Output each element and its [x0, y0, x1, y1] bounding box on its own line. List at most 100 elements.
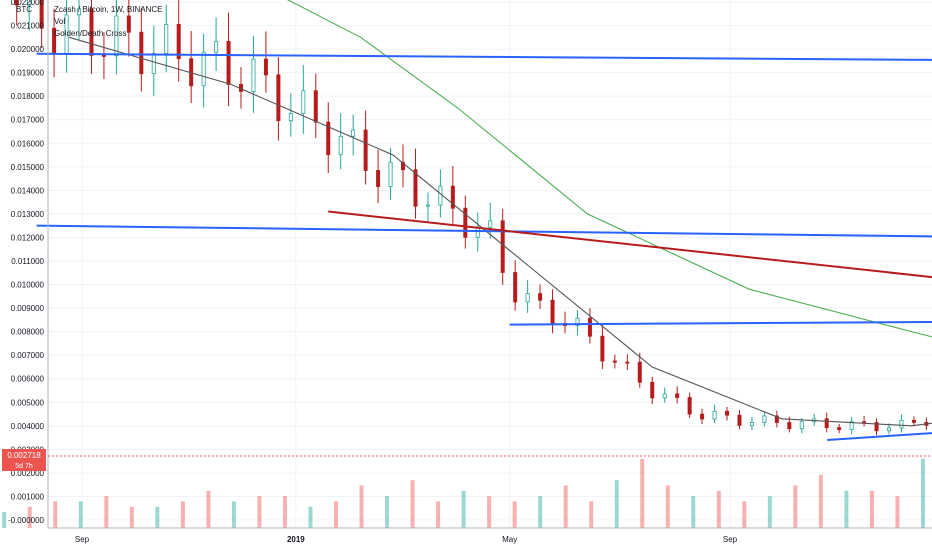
chart-legend: Zcash / Bitcoin, 1W, BINANCE Vol Golden/… [54, 4, 162, 40]
x-tick-label: Sep [75, 535, 90, 544]
x-tick-label: Sep [723, 535, 738, 544]
volume-bar [2, 512, 7, 528]
candle-body [525, 293, 530, 303]
candle-body [351, 129, 356, 137]
volume-bar [53, 501, 58, 528]
y-tick-label: 0.016000 [11, 139, 45, 148]
candle-body [101, 55, 106, 57]
candle-body [301, 90, 306, 114]
candle-body [276, 74, 281, 122]
price-badge-value: 0.002718 [7, 451, 41, 460]
candle-body [799, 421, 804, 430]
candle-body [27, 0, 32, 6]
volume-bars [2, 458, 925, 528]
volume-bar [334, 501, 338, 528]
volume-bar [538, 496, 543, 528]
y-tick-label: 0.001000 [11, 492, 45, 501]
candle-body [450, 185, 455, 209]
y-tick-label: 0.002000 [11, 469, 45, 478]
y-tick-label: 0.011000 [11, 257, 44, 266]
candle-body [662, 393, 667, 399]
candle-body [824, 418, 829, 428]
volume-bar [640, 458, 645, 528]
volume-bar [104, 496, 109, 528]
moving-average-line [286, 0, 932, 338]
candle-body [625, 361, 630, 364]
candle-body [201, 51, 206, 87]
y-tick-label: 0.019000 [11, 69, 45, 78]
volume-bar [461, 490, 466, 528]
candle-body [687, 397, 692, 415]
candles [14, 0, 929, 436]
y-tick-label: -0.000000 [8, 516, 45, 525]
volume-bar [512, 501, 517, 528]
candle-body [376, 170, 381, 187]
candle-body [326, 121, 331, 156]
volume-bar [818, 474, 823, 528]
candle-body [413, 169, 418, 207]
volume-bar [385, 496, 390, 528]
volume-bar [742, 501, 747, 528]
volume-label[interactable]: Vol [54, 17, 66, 26]
y-tick-label: 0.014000 [11, 186, 45, 195]
volume-bar [920, 458, 925, 528]
indicator-label[interactable]: Golden/Death Cross [54, 29, 127, 38]
moving-averages [68, 0, 932, 427]
candle-body [500, 220, 505, 273]
x-tick-label: May [502, 535, 517, 544]
trendline [36, 224, 932, 238]
candle-body [513, 272, 518, 303]
candle-body [139, 31, 144, 75]
candle-body [214, 41, 219, 53]
candle-body [263, 58, 268, 76]
candle-body [463, 207, 468, 238]
candle-body [899, 419, 904, 429]
volume-bar [793, 485, 798, 528]
candle-body [538, 293, 543, 301]
volume-bar [589, 501, 594, 528]
volume-bar [308, 506, 313, 528]
candle-body [911, 419, 916, 423]
candle-body [787, 422, 792, 430]
price-badge-countdown: 5d 7h [15, 463, 33, 470]
candle-body [388, 161, 393, 187]
y-tick-label: 0.008000 [11, 328, 45, 337]
volume-bar [206, 490, 211, 528]
y-tick-label: 0.021000 [11, 22, 45, 31]
candle-body [438, 185, 443, 206]
candle-body [737, 414, 742, 426]
y-tick-label: 0.013000 [11, 210, 45, 219]
candle-body [849, 421, 854, 431]
y-tick-label: 0.005000 [11, 398, 45, 407]
volume-bar [78, 501, 83, 528]
symbol-title[interactable]: Zcash / Bitcoin, 1W, BINANCE [54, 5, 163, 14]
volume-bar [180, 501, 185, 528]
volume-bar [691, 496, 696, 528]
volume-bar [487, 496, 492, 528]
price-badge [2, 449, 46, 472]
volume-bar [410, 480, 415, 528]
volume-bar [129, 506, 134, 528]
candle-body [176, 24, 181, 60]
volume-bar [155, 506, 160, 528]
y-tick-label: 0.006000 [11, 375, 45, 384]
unit-label: BTC [16, 5, 32, 14]
candle-body [151, 53, 156, 75]
candle-body [251, 58, 256, 92]
moving-average-line [68, 36, 932, 427]
candle-body [77, 8, 82, 16]
candle-body [700, 413, 705, 420]
candle-body [39, 0, 44, 29]
volume-bar [257, 496, 262, 528]
candle-body [712, 410, 717, 420]
candle-body [675, 393, 680, 398]
trendline [827, 432, 932, 441]
volume-bar [359, 485, 364, 528]
volume-bar [231, 501, 236, 528]
chart-grid [48, 0, 932, 528]
y-tick-label: 0.004000 [11, 422, 45, 431]
candle-body [762, 415, 767, 423]
candle-body [126, 15, 131, 33]
volume-bar [282, 496, 287, 528]
